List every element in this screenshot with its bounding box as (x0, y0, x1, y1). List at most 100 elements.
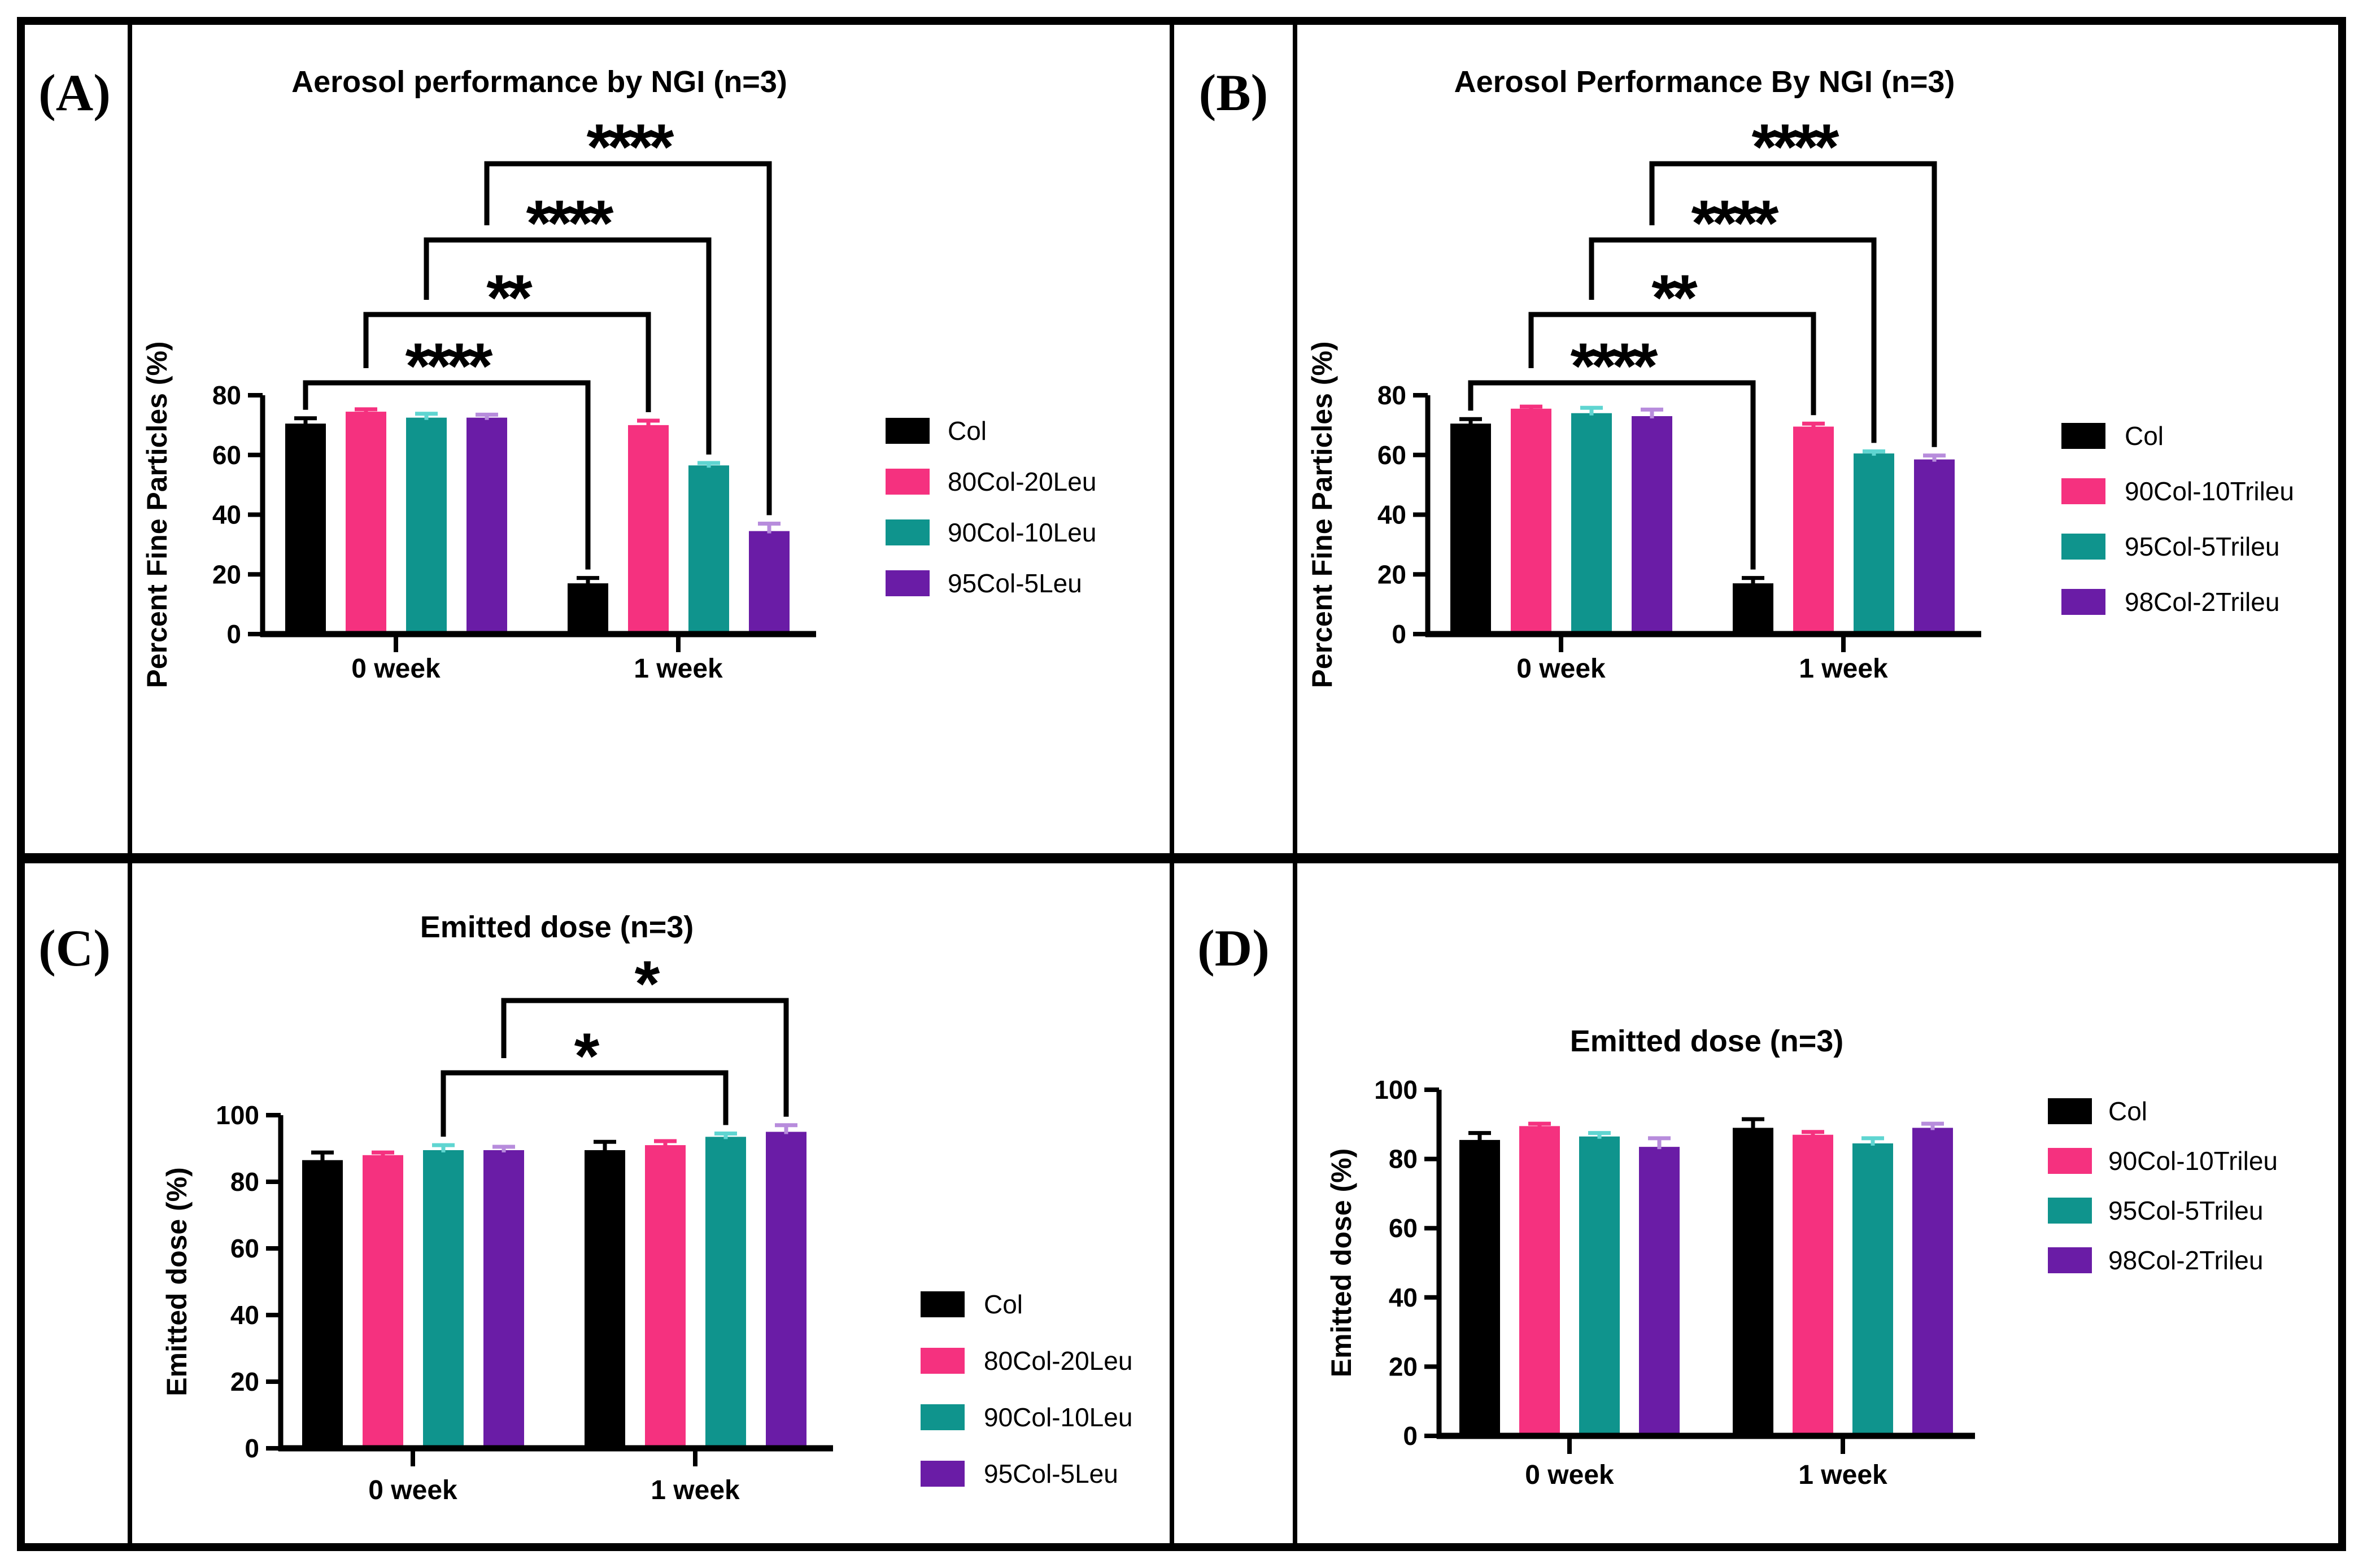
significance-bracket (484, 161, 772, 516)
x-tick-label: 0 week (1525, 1460, 1614, 1490)
significance-stars: **** (526, 187, 613, 260)
bar-1week-90col-10trileu (1793, 1134, 1833, 1436)
y-tick-label: 60 (230, 1234, 259, 1263)
legend-label: 90Col-10Trileu (2108, 1146, 2278, 1176)
x-tick-label: 0 week (351, 654, 441, 684)
panel-d-chart: Emitted dose (n=3) 0 20 40 60 80 100 Emitted do… (1326, 1024, 2278, 1490)
bar-1week-80col-20leu (645, 1145, 686, 1448)
legend-label: 98Col-2Trileu (2108, 1246, 2263, 1275)
legend-label: Col (2125, 421, 2164, 451)
panel-b-chart: Aerosol Performance By NGI (n=3) 0 20 40 60 8… (1306, 65, 2294, 688)
legend-swatch-col (2061, 423, 2105, 449)
bar-1week-90col-10trileu (1793, 426, 1834, 634)
significance-bracket (1528, 312, 1816, 416)
significance-stars: **** (1751, 111, 1839, 184)
legend-swatch-95col-5trileu (2048, 1198, 2092, 1224)
bar-1week-95col-5trileu (1852, 1143, 1893, 1436)
bar-0week-80col-20leu (346, 412, 386, 634)
bar-0week-98col-2trileu (1639, 1147, 1680, 1436)
legend-label: 95Col-5Trileu (2125, 532, 2279, 561)
legend-label: 98Col-2Trileu (2125, 587, 2279, 617)
panel-a-chart: Aerosol performance by NGI (n=3) 0 20 40 60 8… (141, 65, 1096, 688)
y-axis-title: Emitted dose (%) (161, 1167, 193, 1396)
legend-label: 80Col-20Leu (948, 467, 1096, 496)
bar-0week-95col-5trileu (1579, 1136, 1620, 1436)
y-tick-label: 0 (1403, 1421, 1418, 1451)
bar-0week-90col-10leu (406, 417, 447, 634)
significance-stars: ** (1651, 262, 1698, 334)
bar-0week-90col-10trileu (1519, 1126, 1560, 1436)
legend-swatch-90col-10leu (886, 519, 930, 545)
significance-bracket (363, 312, 651, 412)
y-tick-label: 0 (1392, 619, 1406, 649)
divider-label-b (1293, 20, 1297, 1548)
bar-1week-col (568, 583, 608, 634)
legend-label: 90Col-10Leu (948, 518, 1096, 547)
chart-title: Emitted dose (n=3) (420, 910, 694, 944)
legend-label: 80Col-20Leu (984, 1346, 1132, 1375)
significance-stars: ** (486, 262, 533, 334)
bar-0week-95col-5trileu (1571, 413, 1612, 634)
significance-stars: **** (1691, 187, 1778, 260)
legend-swatch-90col-10leu (921, 1404, 965, 1430)
y-tick-label: 40 (1377, 500, 1406, 530)
legend-swatch-col (886, 418, 930, 444)
legend-swatch-col (2048, 1098, 2092, 1124)
significance-stars: **** (405, 330, 492, 403)
y-tick-label: 60 (1389, 1213, 1418, 1243)
significance-stars: **** (1570, 330, 1658, 403)
legend-label: Col (984, 1290, 1023, 1319)
y-tick-label: 40 (212, 500, 241, 530)
y-tick-label: 20 (212, 560, 241, 589)
bar-1week-80col-20leu (628, 425, 669, 634)
bar-0week-col (1459, 1139, 1500, 1436)
y-tick-label: 80 (230, 1167, 259, 1196)
legend-label: Col (2108, 1097, 2147, 1126)
divider-center (1170, 20, 1174, 1548)
y-axis-title: Emitted dose (%) (1326, 1148, 1357, 1378)
x-tick-label: 1 week (1799, 654, 1888, 684)
y-tick-label: 100 (216, 1100, 259, 1130)
legend-swatch-80col-20leu (886, 469, 930, 495)
bar-0week-90col-10trileu (1511, 408, 1551, 634)
legend-label: 90Col-10Trileu (2125, 477, 2294, 506)
bar-1week-col (585, 1150, 625, 1448)
y-axis-title: Percent Fine Particles (%) (1306, 341, 1338, 688)
legend-swatch-95col-5trileu (2061, 534, 2105, 560)
significance-bracket (303, 380, 591, 570)
y-tick-label: 0 (226, 619, 241, 649)
significance-stars: * (574, 1020, 600, 1093)
legend-swatch-col (921, 1291, 965, 1317)
y-tick-label: 20 (230, 1367, 259, 1396)
significance-bracket (1589, 237, 1877, 443)
legend-label: 95Col-5Trileu (2108, 1196, 2263, 1225)
y-tick-label: 20 (1389, 1352, 1418, 1381)
legend-swatch-95col-5leu (921, 1461, 965, 1487)
panel-label-d: (D) (1197, 919, 1270, 977)
legend-label: 95Col-5Leu (948, 569, 1082, 598)
significance-stars: **** (586, 111, 674, 184)
significance-stars: * (635, 948, 660, 1020)
chart-title: Aerosol performance by NGI (n=3) (291, 65, 787, 99)
chart-title: Emitted dose (n=3) (1570, 1024, 1844, 1058)
figure-outer-border (17, 17, 2346, 1551)
y-tick-label: 80 (212, 381, 241, 410)
x-tick-label: 0 week (1516, 654, 1606, 684)
bar-0week-90col-10leu (423, 1150, 464, 1448)
x-tick-label: 1 week (634, 654, 723, 684)
legend-label: 90Col-10Leu (984, 1403, 1132, 1432)
divider-label-a (128, 20, 132, 1548)
significance-bracket (441, 1070, 729, 1137)
y-tick-label: 80 (1389, 1145, 1418, 1174)
bar-0week-95col-5leu (483, 1150, 524, 1448)
bar-1week-98col-2trileu (1912, 1128, 1953, 1436)
panel-label-b: (B) (1198, 64, 1268, 121)
significance-bracket (1649, 161, 1937, 447)
legend-label: 95Col-5Leu (984, 1459, 1118, 1488)
legend-swatch-98col-2trileu (2048, 1247, 2092, 1273)
y-tick-label: 80 (1377, 381, 1406, 410)
bar-1week-95col-5leu (749, 531, 790, 634)
panel-label-a: (A) (38, 64, 111, 121)
bar-0week-80col-20leu (363, 1155, 403, 1448)
